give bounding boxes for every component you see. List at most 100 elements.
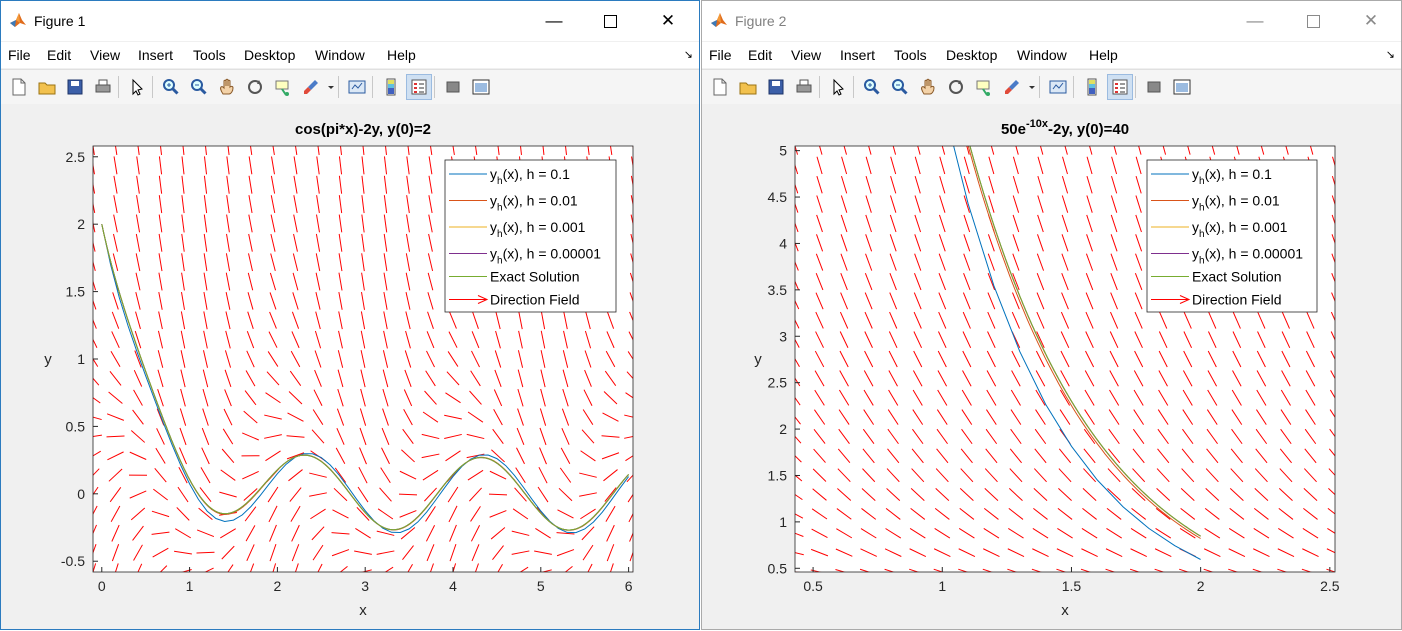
minimize-button[interactable]: — [1232, 1, 1278, 41]
rotate-3d-icon[interactable] [946, 77, 966, 97]
legend-entry-base: y [1192, 166, 1199, 182]
insert-legend-icon[interactable] [1110, 77, 1130, 97]
menu-desktop[interactable]: Desktop [946, 47, 997, 63]
insert-colorbar-icon[interactable] [381, 77, 401, 97]
x-tick-label: 1 [186, 578, 194, 594]
zoom-out-icon[interactable] [189, 77, 209, 97]
toolbar-separator [372, 76, 373, 98]
print-icon[interactable] [794, 77, 814, 97]
zoom-in-icon[interactable] [161, 77, 181, 97]
legend-entry-base: Exact Solution [1192, 269, 1282, 285]
link-plot-icon[interactable] [1048, 77, 1068, 97]
y-tick-label: 4 [779, 235, 787, 251]
legend-entry-base: y [1192, 246, 1199, 262]
legend-entry-rest: (x), h = 0.1 [1205, 166, 1273, 182]
menu-bar: File Edit View Insert Tools Desktop Wind… [1, 42, 699, 68]
toolbar-separator [118, 76, 119, 98]
open-file-icon[interactable] [738, 77, 758, 97]
legend-entry-base: y [1192, 193, 1199, 209]
open-file-icon[interactable] [37, 77, 57, 97]
title-bar[interactable]: Figure 1 — ✕ [1, 1, 699, 41]
insert-colorbar-icon[interactable] [1082, 77, 1102, 97]
close-button[interactable]: ✕ [645, 1, 691, 41]
edit-plot-icon[interactable] [828, 77, 848, 97]
title-bar[interactable]: Figure 2 — ✕ [702, 1, 1401, 41]
menu-window[interactable]: Window [315, 47, 365, 63]
link-plot-icon[interactable] [347, 77, 367, 97]
minimize-icon: — [546, 11, 563, 31]
y-tick-label: 1.5 [66, 284, 86, 300]
y-tick-label: 3.5 [768, 282, 788, 298]
legend-entry: Exact Solution [1192, 269, 1282, 285]
rotate-3d-icon[interactable] [245, 77, 265, 97]
title-rest: -2y, y(0)=40 [1048, 121, 1129, 138]
save-icon[interactable] [65, 77, 85, 97]
toolbar-separator [819, 76, 820, 98]
menu-help[interactable]: Help [1089, 47, 1118, 63]
menu-tools[interactable]: Tools [193, 47, 226, 63]
legend-entry: Direction Field [490, 292, 579, 308]
data-cursor-icon[interactable] [974, 77, 994, 97]
legend-entry-base: Direction Field [490, 292, 579, 308]
menu-file[interactable]: File [8, 47, 31, 63]
save-icon[interactable] [766, 77, 786, 97]
new-figure-icon[interactable] [9, 77, 29, 97]
pan-icon[interactable] [217, 77, 237, 97]
show-plot-tools-icon[interactable] [1172, 77, 1192, 97]
hide-plot-tools-icon[interactable] [1144, 77, 1164, 97]
zoom-in-icon[interactable] [862, 77, 882, 97]
y-tick-label: 4.5 [768, 189, 788, 205]
legend-entry-rest: (x), h = 0.00001 [1205, 246, 1304, 262]
menu-edit[interactable]: Edit [748, 47, 772, 63]
menu-insert[interactable]: Insert [138, 47, 173, 63]
data-cursor-icon[interactable] [273, 77, 293, 97]
toolbar-separator [434, 76, 435, 98]
x-tick-label: 2.5 [1320, 578, 1340, 594]
x-axis-label: x [359, 602, 367, 619]
brush-icon[interactable] [1002, 77, 1022, 97]
legend-entry-base: y [490, 246, 497, 262]
insert-legend-icon[interactable] [409, 77, 429, 97]
show-plot-tools-icon[interactable] [471, 77, 491, 97]
menu-window[interactable]: Window [1017, 47, 1067, 63]
menu-edit[interactable]: Edit [47, 47, 71, 63]
menu-insert[interactable]: Insert [840, 47, 875, 63]
menu-file[interactable]: File [709, 47, 732, 63]
menu-view[interactable]: View [90, 47, 120, 63]
close-icon: ✕ [1364, 11, 1378, 31]
figure-window-1[interactable]: Figure 1 — ✕ File Edit View Insert Tools… [0, 0, 700, 630]
maximize-button[interactable] [1290, 1, 1336, 41]
close-button[interactable]: ✕ [1348, 1, 1394, 41]
menu-view[interactable]: View [791, 47, 821, 63]
zoom-out-icon[interactable] [890, 77, 910, 97]
pan-icon[interactable] [918, 77, 938, 97]
minimize-button[interactable]: — [531, 1, 577, 41]
legend-entry-base: Direction Field [1192, 292, 1281, 308]
toolbar-separator [1073, 76, 1074, 98]
legend-entry: Exact Solution [490, 269, 580, 285]
hide-plot-tools-icon[interactable] [443, 77, 463, 97]
brush-icon[interactable] [301, 77, 321, 97]
x-tick-label: 0 [98, 578, 106, 594]
menu-help[interactable]: Help [387, 47, 416, 63]
figure-window-2[interactable]: Figure 2 — ✕ File Edit View Insert Tools… [701, 0, 1402, 630]
y-tick-label: 1 [779, 514, 787, 530]
chart-title: 50e-10x-2y, y(0)=40 [1001, 118, 1129, 138]
dock-figure-icon[interactable]: ↘ [684, 48, 693, 61]
dock-figure-icon[interactable]: ↘ [1386, 48, 1395, 61]
menu-desktop[interactable]: Desktop [244, 47, 295, 63]
print-icon[interactable] [93, 77, 113, 97]
title-superscript: -10x [1026, 118, 1049, 130]
y-tick-label: 5 [779, 143, 787, 159]
x-axis-label: x [1061, 602, 1069, 619]
legend-box [1147, 160, 1317, 312]
edit-plot-icon[interactable] [127, 77, 147, 97]
new-figure-icon[interactable] [710, 77, 730, 97]
menu-tools[interactable]: Tools [894, 47, 927, 63]
maximize-button[interactable] [587, 1, 633, 41]
